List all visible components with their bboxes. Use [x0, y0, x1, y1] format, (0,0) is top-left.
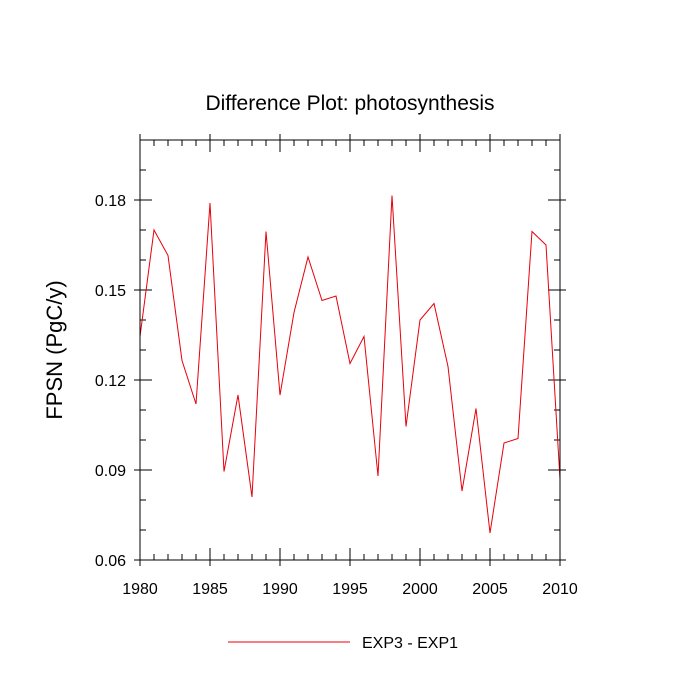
y-tick-label: 0.18	[95, 193, 126, 210]
y-tick-label: 0.09	[95, 463, 126, 480]
plot-frame	[139, 139, 561, 561]
x-tick-label: 1980	[122, 581, 158, 598]
x-tick-label: 2000	[402, 581, 438, 598]
series-line-exp3-exp1	[139, 195, 561, 534]
chart-title: Difference Plot: photosynthesis	[205, 92, 494, 115]
y-axis-label: FPSN (PgC/y)	[42, 280, 67, 419]
legend-label: EXP3 - EXP1	[362, 635, 458, 652]
x-tick-label: 1995	[332, 581, 368, 598]
y-tick-label: 0.06	[95, 553, 126, 570]
x-tick-label: 1985	[192, 581, 228, 598]
legend: EXP3 - EXP1	[228, 635, 458, 652]
x-tick-label: 2005	[472, 581, 508, 598]
x-tick-label: 1990	[262, 581, 298, 598]
x-tick-label: 2010	[542, 581, 578, 598]
axis-tick-labels: 1980 1985 1990 1995 2000 2005 2010 0.06 0.09 0.12…	[95, 193, 578, 598]
axis-ticks	[134, 134, 566, 566]
y-tick-label: 0.15	[95, 283, 126, 300]
series-layer	[139, 195, 561, 534]
y-tick-label: 0.12	[95, 373, 126, 390]
